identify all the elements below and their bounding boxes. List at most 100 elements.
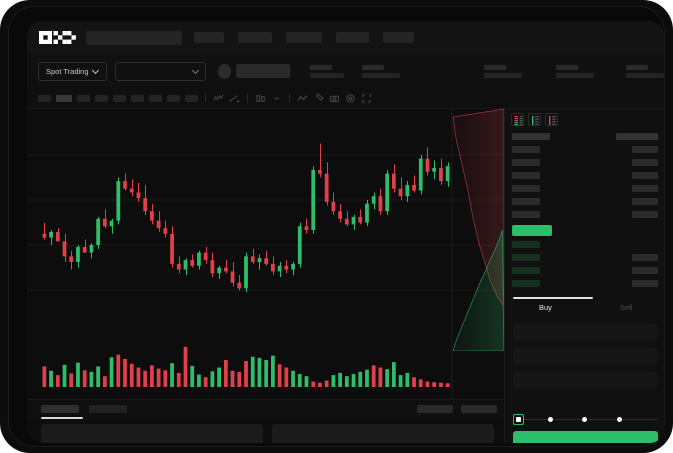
toolbar-divider bbox=[205, 93, 206, 103]
stat-change-24h-value bbox=[362, 72, 400, 78]
depth-bid-area bbox=[452, 229, 504, 351]
bottom-card-left[interactable] bbox=[41, 424, 263, 443]
orderbook-row-6-price[interactable] bbox=[512, 211, 540, 218]
timeframe-2[interactable] bbox=[56, 94, 72, 102]
measure-icon[interactable] bbox=[313, 92, 324, 104]
orderbook-row-5-amount[interactable] bbox=[632, 198, 658, 205]
bottom-tab-open-orders-underline bbox=[41, 417, 83, 419]
stat-volume-24h-label bbox=[626, 64, 648, 70]
bottom-card-right[interactable] bbox=[272, 424, 494, 443]
bottom-tab-open-orders[interactable] bbox=[41, 405, 79, 413]
fullscreen-icon[interactable] bbox=[361, 93, 372, 104]
order-amount-field[interactable] bbox=[513, 347, 657, 364]
amount-slider[interactable] bbox=[513, 414, 658, 425]
trendline-icon[interactable] bbox=[229, 93, 240, 104]
orderbook-layout-asks-icon[interactable] bbox=[545, 113, 558, 126]
order-book-list[interactable] bbox=[505, 131, 664, 294]
nav-item-1[interactable] bbox=[194, 32, 224, 43]
trading-mode-selector[interactable]: Spot Trading bbox=[38, 61, 107, 81]
orderbook-bid-row-2-price[interactable] bbox=[512, 254, 540, 261]
nav-item-2[interactable] bbox=[238, 32, 272, 43]
bottom-action-1[interactable] bbox=[417, 405, 453, 413]
orderbook-row-5-price[interactable] bbox=[512, 198, 540, 205]
slider-handle[interactable] bbox=[513, 414, 524, 425]
orderbook-layout-toggles bbox=[511, 113, 558, 126]
app-screen: Spot Trading bbox=[27, 21, 664, 443]
settings-gear-icon[interactable] bbox=[345, 93, 356, 104]
timeframe-3[interactable] bbox=[77, 94, 90, 102]
camera-icon[interactable] bbox=[329, 93, 340, 104]
orderbook-row-4-amount[interactable] bbox=[632, 185, 658, 192]
orderbook-row-3-price[interactable] bbox=[512, 172, 540, 179]
order-book-depth-overlay bbox=[452, 109, 504, 351]
tab-sell[interactable]: Sell bbox=[620, 303, 633, 312]
trading-pair-select[interactable] bbox=[114, 61, 207, 81]
orderbook-row-3-amount[interactable] bbox=[632, 172, 658, 179]
orderbook-row-2-price[interactable] bbox=[512, 159, 540, 166]
compare-icon[interactable] bbox=[255, 93, 266, 104]
stat-high-24h-value bbox=[484, 72, 522, 78]
orderbook-bid-row-3-amount[interactable] bbox=[632, 267, 658, 274]
stat-high-24h bbox=[484, 64, 522, 78]
tab-buy[interactable]: Buy bbox=[539, 303, 552, 312]
timeframe-6[interactable] bbox=[131, 94, 144, 102]
order-entry-form bbox=[505, 319, 664, 411]
nav-item-3[interactable] bbox=[286, 32, 322, 43]
timeframe-8[interactable] bbox=[167, 94, 180, 102]
order-price-field[interactable] bbox=[513, 323, 657, 340]
orderbook-row-1-amount[interactable] bbox=[632, 146, 658, 153]
price-chart-area[interactable] bbox=[27, 109, 504, 399]
top-nav-items bbox=[194, 32, 428, 43]
chevron-down-icon bbox=[93, 68, 99, 74]
orderbook-bid-row-4-amount[interactable] bbox=[632, 280, 658, 287]
orderbook-layout-both-icon[interactable] bbox=[511, 113, 524, 126]
timeframe-7[interactable] bbox=[149, 94, 162, 102]
slider-track bbox=[517, 419, 658, 420]
toolbar-divider bbox=[247, 93, 248, 103]
stat-change-24h-label bbox=[362, 64, 384, 70]
stat-change-24h bbox=[362, 64, 400, 78]
slider-stop-50[interactable] bbox=[582, 417, 587, 422]
bottom-tab-order-history[interactable] bbox=[89, 405, 127, 413]
timeframe-9[interactable] bbox=[185, 94, 198, 102]
coin-avatar-icon bbox=[218, 63, 232, 79]
timeframe-1[interactable] bbox=[38, 94, 51, 102]
chart-gridlines bbox=[27, 109, 504, 399]
orderbook-layout-bids-icon[interactable] bbox=[528, 113, 541, 126]
stat-volume-24h-value bbox=[626, 72, 664, 78]
candlestick-series bbox=[42, 143, 450, 293]
line-chart-icon[interactable] bbox=[297, 93, 308, 104]
stat-last-price-value bbox=[310, 72, 344, 78]
toolbar-divider bbox=[289, 93, 290, 103]
slider-stop-75[interactable] bbox=[616, 417, 622, 422]
orderbook-row-4-price[interactable] bbox=[512, 185, 540, 192]
timeframe-4[interactable] bbox=[95, 94, 108, 102]
timeframe-5[interactable] bbox=[113, 94, 126, 102]
orderbook-row-6-amount[interactable] bbox=[632, 211, 658, 218]
orderbook-bid-row-1-price[interactable] bbox=[512, 241, 540, 248]
submit-order-button[interactable] bbox=[513, 431, 658, 443]
buy-sell-tabs: Buy Sell bbox=[505, 297, 664, 319]
global-search-input[interactable] bbox=[86, 30, 182, 45]
orderbook-row-2-amount[interactable] bbox=[632, 159, 658, 166]
orderbook-bid-row-2-amount[interactable] bbox=[632, 254, 658, 261]
nav-item-5[interactable] bbox=[383, 32, 414, 43]
order-total-field[interactable] bbox=[513, 371, 657, 388]
volume-series bbox=[42, 347, 450, 387]
chart-type-chevron-icon[interactable] bbox=[271, 93, 282, 104]
stat-low-24h-value bbox=[556, 72, 594, 78]
bottom-action-2[interactable] bbox=[461, 405, 497, 413]
orderbook-bid-row-3-price[interactable] bbox=[512, 267, 540, 274]
stat-last-price-label bbox=[310, 64, 332, 70]
nav-item-4[interactable] bbox=[336, 32, 369, 43]
top-navigation-bar bbox=[27, 21, 664, 54]
indicator-icon[interactable] bbox=[213, 93, 224, 104]
active-tab-indicator bbox=[513, 297, 593, 299]
timeframe-group bbox=[38, 94, 198, 102]
slider-stop-25[interactable] bbox=[547, 417, 553, 422]
orderbook-row-1-price[interactable] bbox=[512, 146, 540, 153]
orderbook-last-price bbox=[512, 225, 552, 236]
orderbook-bid-row-4-price[interactable] bbox=[512, 280, 540, 287]
order-book-panel: Buy Sell bbox=[504, 109, 664, 443]
okx-logo-icon[interactable] bbox=[39, 31, 77, 44]
